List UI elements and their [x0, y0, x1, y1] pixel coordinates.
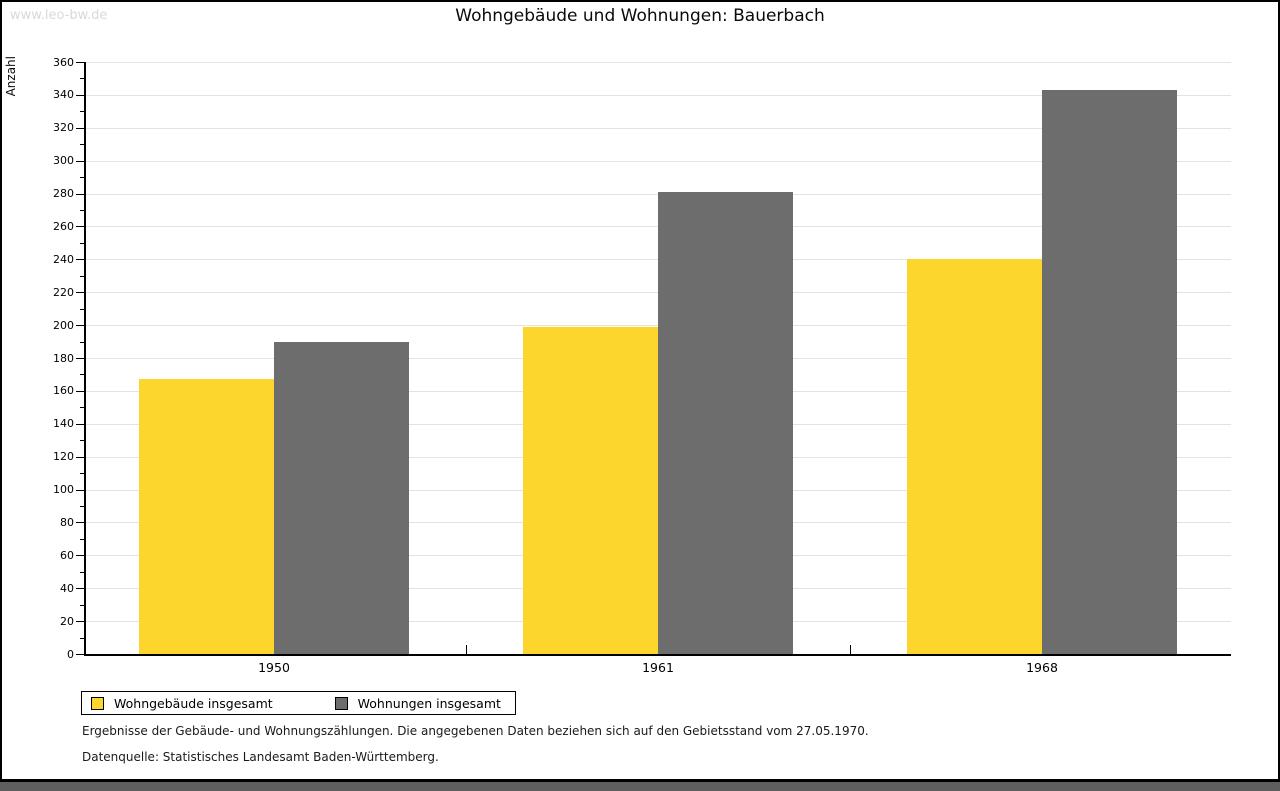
y-tick-label: 60: [60, 548, 74, 562]
bar-1968-wohnungen: [1042, 89, 1177, 654]
y-major-tick: [76, 358, 84, 359]
y-major-tick: [76, 423, 84, 425]
gridline: [86, 127, 1231, 129]
y-major-tick: [76, 292, 84, 294]
y-major-tick: [76, 259, 84, 261]
x-separator-tick: [850, 645, 851, 654]
y-tick-label: 220: [53, 285, 74, 299]
legend: Wohngebäude insgesamt Wohnungen insgesam…: [81, 691, 516, 715]
y-tick-label: 320: [53, 121, 74, 135]
y-major-tick: [76, 127, 84, 129]
y-minor-tick: [80, 242, 84, 244]
y-major-tick: [76, 94, 84, 96]
y-minor-tick: [80, 506, 84, 507]
x-tick-label: 1968: [1026, 660, 1058, 675]
gridline: [86, 62, 1231, 63]
bar-1950-wohnungen: [274, 341, 409, 654]
y-major-tick: [76, 621, 84, 623]
legend-label: Wohngebäude insgesamt: [114, 695, 273, 711]
y-minor-tick: [80, 538, 84, 540]
y-minor-tick: [80, 440, 84, 442]
y-minor-tick: [80, 571, 84, 573]
y-major-tick: [76, 160, 84, 162]
gridline: [86, 160, 1231, 162]
x-separator-tick: [466, 645, 467, 654]
x-tick-label: 1961: [642, 660, 674, 675]
y-tick-label: 200: [53, 318, 74, 332]
y-tick-label: 20: [60, 614, 74, 628]
y-major-tick: [76, 654, 84, 655]
y-major-tick: [76, 456, 84, 458]
footnote-datenquelle: Datenquelle: Statistisches Landesamt Bad…: [82, 750, 439, 764]
y-minor-tick: [80, 374, 84, 376]
legend-swatch-gray-icon: [334, 696, 348, 710]
legend-label: Wohnungen insgesamt: [357, 695, 501, 711]
y-major-tick: [76, 193, 84, 195]
y-minor-tick: [80, 604, 84, 606]
y-minor-tick: [80, 144, 84, 146]
y-tick-label: 280: [53, 187, 74, 201]
y-minor-tick: [80, 111, 84, 113]
bar-1950-wohngebaeude: [139, 379, 274, 654]
y-minor-tick: [80, 210, 84, 211]
bar-1961-wohngebaeude: [523, 326, 658, 654]
y-minor-tick: [80, 275, 84, 277]
y-major-tick: [76, 390, 84, 392]
y-minor-tick: [80, 637, 84, 639]
y-minor-tick: [80, 473, 84, 475]
gridline: [86, 94, 1231, 96]
y-tick-label: 40: [60, 581, 74, 595]
y-minor-tick: [80, 78, 84, 80]
bottom-strip: [0, 781, 1280, 791]
y-major-tick: [76, 226, 84, 228]
y-major-tick: [76, 325, 84, 327]
y-tick-label: 120: [53, 450, 74, 464]
y-minor-tick: [80, 407, 84, 409]
y-major-tick: [76, 555, 84, 557]
y-tick-label: 240: [53, 252, 74, 266]
y-tick-label: 180: [53, 351, 74, 365]
footnote-gebietsstand: Ergebnisse der Gebäude- und Wohnungszähl…: [82, 724, 869, 738]
y-tick-label: 300: [53, 154, 74, 168]
chart-title: Wohngebäude und Wohnungen: Bauerbach: [455, 6, 825, 26]
y-major-tick: [76, 588, 84, 590]
y-tick-label: 140: [53, 417, 74, 431]
y-tick-label: 360: [53, 55, 74, 69]
y-minor-tick: [80, 177, 84, 179]
legend-entry-wohnungen: Wohnungen insgesamt: [334, 695, 501, 711]
y-tick-label: 80: [60, 515, 74, 529]
legend-swatch-yellow-icon: [91, 696, 104, 710]
y-minor-tick: [80, 308, 84, 310]
y-major-tick: [76, 62, 84, 63]
x-tick-label: 1950: [258, 660, 290, 675]
bar-1968-wohngebaeude: [907, 259, 1042, 654]
y-tick-label: 100: [53, 483, 74, 497]
bar-1961-wohnungen: [658, 191, 793, 654]
y-minor-tick: [80, 341, 84, 343]
legend-entry-wohngebaeude: Wohngebäude insgesamt: [91, 696, 273, 711]
y-major-tick: [76, 489, 84, 491]
y-tick-label: 0: [67, 647, 74, 661]
watermark: www.leo-bw.de: [10, 8, 108, 23]
y-axis-line: [84, 62, 86, 656]
x-axis-line: [84, 654, 1231, 656]
y-axis-title: Anzahl: [4, 56, 18, 97]
y-tick-label: 260: [53, 219, 74, 233]
y-tick-label: 160: [53, 384, 74, 398]
y-major-tick: [76, 522, 84, 524]
y-tick-label: 340: [53, 88, 74, 102]
